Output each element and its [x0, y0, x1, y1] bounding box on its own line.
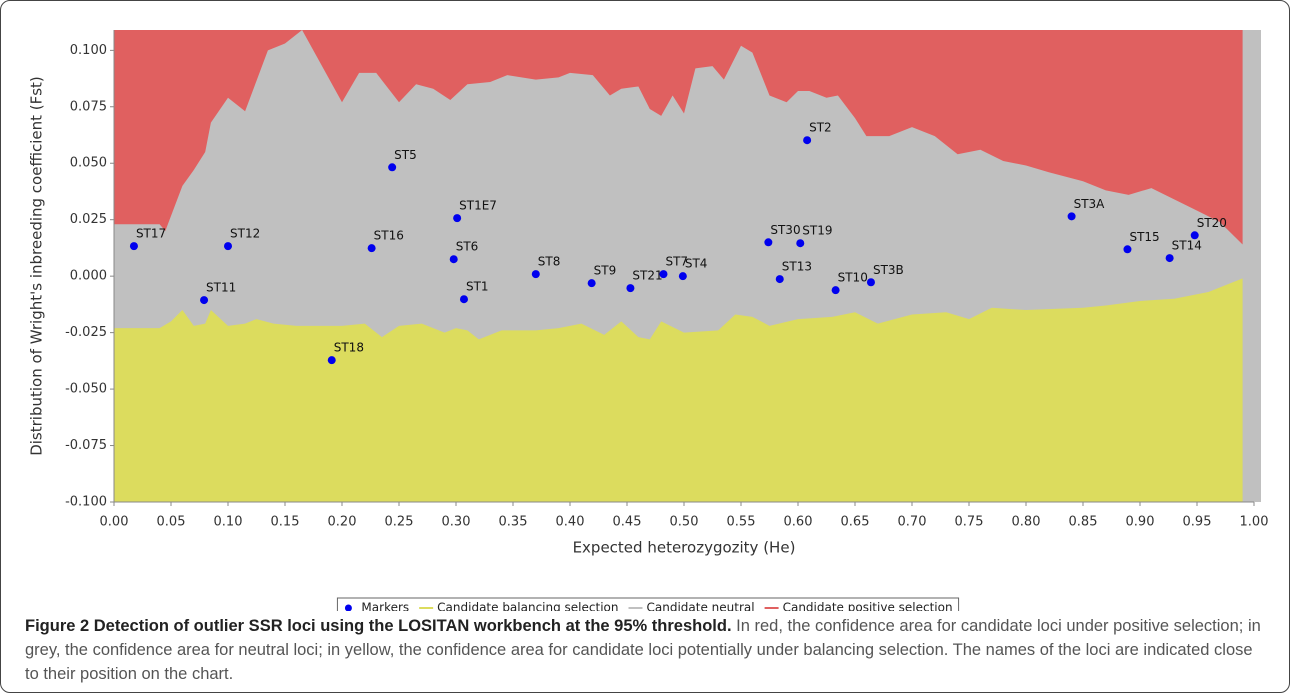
legend-label: Candidate neutral — [647, 601, 755, 612]
x-tick-label: 0.45 — [613, 515, 642, 530]
marker-label: ST5 — [394, 148, 417, 162]
legend-box — [336, 597, 960, 611]
marker — [866, 278, 875, 287]
legend-label: Markers — [361, 601, 409, 612]
marker — [531, 270, 540, 279]
marker — [449, 255, 458, 264]
x-tick-label: 0.15 — [271, 515, 300, 530]
positive-area — [114, 30, 1243, 245]
x-tick-label: 0.75 — [955, 515, 984, 530]
marker-label: ST21 — [632, 269, 662, 283]
y-tick-label: 0.075 — [70, 99, 107, 114]
x-tick-label: 0.85 — [1069, 515, 1098, 530]
marker-label: ST10 — [838, 271, 868, 285]
marker-label: ST18 — [334, 341, 364, 355]
marker — [1165, 254, 1174, 263]
x-tick-label: 0.05 — [157, 515, 186, 530]
marker — [327, 356, 336, 365]
chart: Expected heterozygozity (He) Distributio… — [28, 30, 1269, 612]
marker-label: ST8 — [538, 255, 561, 269]
marker-label: ST30 — [770, 223, 800, 237]
marker — [459, 295, 468, 304]
x-tick-label: 0.10 — [214, 515, 243, 530]
x-tick-label: 0.25 — [385, 515, 414, 530]
y-tick-label: -0.050 — [65, 382, 107, 397]
marker — [678, 272, 687, 281]
marker — [453, 214, 462, 223]
marker-label: ST1 — [466, 280, 489, 294]
marker — [1067, 212, 1076, 221]
x-tick-label: 0.50 — [670, 515, 699, 530]
legend-label: Candidate balancing selection — [437, 601, 618, 612]
y-axis-label: Distribution of Wright's inbreeding coef… — [28, 76, 46, 456]
x-tick-label: 0.40 — [556, 515, 585, 530]
y-tick-label: 0.050 — [70, 156, 107, 171]
caption: Figure 2 Detection of outlier SSR loci u… — [25, 614, 1270, 686]
marker — [831, 286, 840, 295]
x-tick-label: 0.90 — [1126, 515, 1155, 530]
marker-label: ST3B — [873, 263, 904, 277]
x-tick-label: 0.55 — [727, 515, 756, 530]
x-tick-label: 0.30 — [442, 515, 471, 530]
caption-title: Figure 2 Detection of outlier SSR loci u… — [25, 617, 732, 635]
x-tick-label: 0.60 — [784, 515, 813, 530]
marker-label: ST11 — [206, 281, 236, 295]
y-tick-label: 0.000 — [70, 269, 107, 284]
marker — [587, 279, 596, 288]
marker — [200, 296, 209, 305]
marker — [129, 242, 138, 251]
marker-label: ST2 — [809, 121, 832, 135]
balancing-area — [114, 278, 1243, 502]
marker — [224, 242, 232, 251]
marker-label: ST20 — [1197, 216, 1227, 230]
y-tick-label: -0.025 — [65, 325, 107, 340]
marker — [764, 238, 773, 247]
marker — [367, 244, 376, 253]
caption-text: In red, the confidence area for candidat… — [25, 617, 1261, 683]
marker-label: ST4 — [685, 257, 708, 271]
marker-label: ST1E7 — [459, 199, 497, 213]
marker — [775, 275, 784, 284]
marker — [1123, 245, 1132, 254]
x-tick-label: 0.20 — [328, 515, 357, 530]
marker — [388, 163, 397, 172]
marker-label: ST7 — [665, 255, 688, 269]
marker-label: ST16 — [374, 229, 404, 243]
marker — [796, 239, 805, 248]
x-tick-label: 0.95 — [1183, 515, 1212, 530]
marker-label: ST3A — [1074, 197, 1106, 211]
x-tick-label: 0.65 — [841, 515, 870, 530]
x-tick-label: 0.00 — [100, 515, 129, 530]
x-tick-label: 0.70 — [898, 515, 927, 530]
x-tick-label: 1.00 — [1240, 515, 1269, 530]
y-tick-label: -0.075 — [65, 438, 107, 453]
marker — [803, 136, 812, 145]
marker — [1190, 231, 1199, 240]
marker-label: ST19 — [802, 224, 832, 238]
y-tick-label: 0.025 — [70, 212, 107, 227]
marker-label: ST14 — [1172, 239, 1202, 253]
marker — [659, 270, 668, 279]
y-tick-label: -0.100 — [65, 495, 107, 510]
marker-label: ST15 — [1129, 230, 1159, 244]
x-tick-label: 0.80 — [1012, 515, 1041, 530]
legend-marker — [344, 604, 352, 611]
x-axis-label: Expected heterozygozity (He) — [573, 539, 796, 557]
marker-label: ST9 — [594, 264, 617, 278]
marker — [626, 284, 635, 293]
marker-label: ST12 — [230, 227, 260, 241]
legend-label: Candidate positive selection — [783, 601, 953, 612]
y-tick-label: 0.100 — [70, 43, 107, 58]
marker-label: ST6 — [456, 240, 479, 254]
x-tick-label: 0.35 — [499, 515, 528, 530]
marker-label: ST13 — [782, 260, 812, 274]
marker-label: ST17 — [136, 227, 166, 241]
